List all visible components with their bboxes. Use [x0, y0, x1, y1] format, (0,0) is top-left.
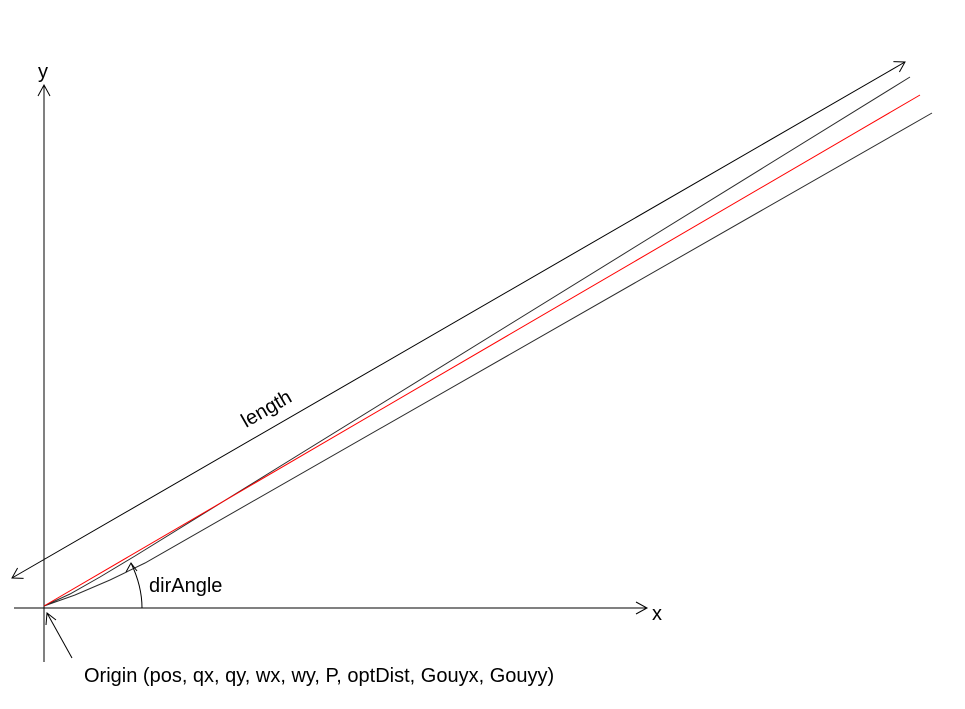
x-axis-label: x	[652, 603, 662, 625]
dir-angle-label: dirAngle	[149, 575, 222, 597]
length-dimension-arrow	[11, 61, 906, 579]
x-axis-arrowhead	[635, 601, 649, 615]
origin-arrowhead	[45, 612, 57, 626]
y-axis-arrowhead	[37, 83, 51, 97]
dir-angle-arc	[125, 562, 143, 609]
x-axis	[14, 601, 649, 615]
length-arrowhead-end	[893, 61, 906, 73]
dir-angle-arrowhead	[125, 562, 138, 573]
length-arrowhead-start	[11, 567, 24, 579]
beam-center-line	[43, 94, 921, 607]
origin-label: Origin (pos, qx, qy, wx, wy, P, optDist,…	[84, 665, 554, 687]
length-label: length	[238, 386, 296, 432]
beam-upper-edge	[43, 76, 911, 607]
y-axis	[37, 83, 51, 662]
y-axis-label: y	[38, 61, 48, 83]
beam-lower-edge	[43, 112, 933, 607]
origin-pointer-arrow	[45, 612, 73, 659]
